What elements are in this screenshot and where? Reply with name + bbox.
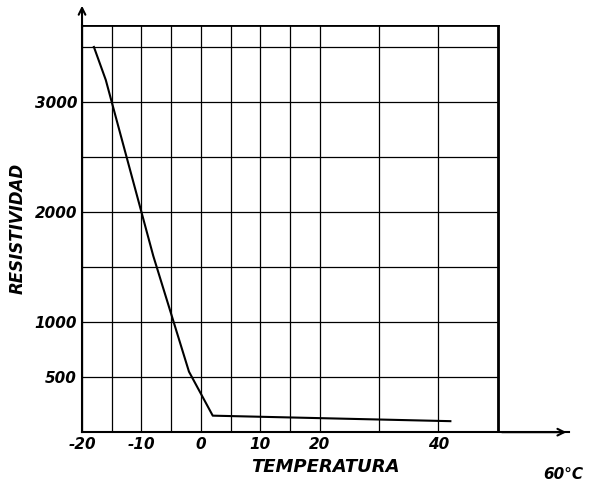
Y-axis label: RESISTIVIDAD: RESISTIVIDAD [8,163,26,294]
Text: 60°C: 60°C [543,468,583,482]
X-axis label: TEMPERATURA: TEMPERATURA [252,458,400,476]
